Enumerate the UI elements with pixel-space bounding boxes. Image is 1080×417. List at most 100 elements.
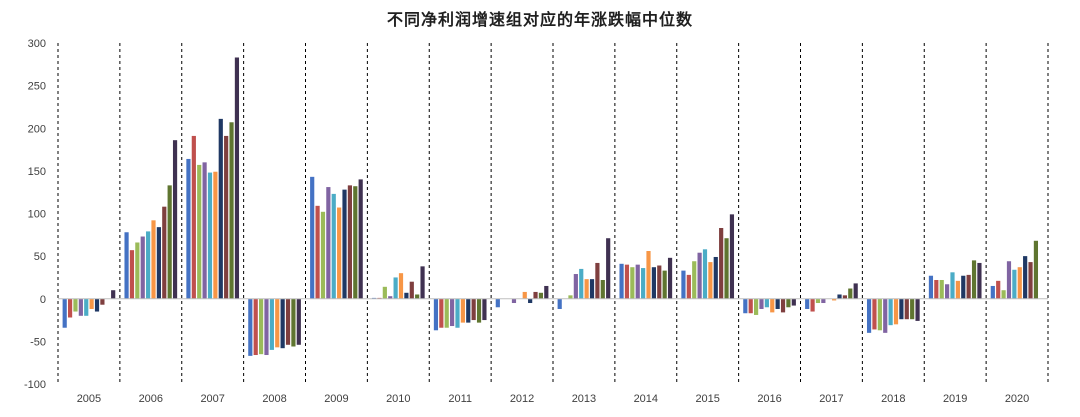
y-axis-labels: 300 250 200 150 100 50 0 -50 -100 — [24, 38, 46, 391]
bar — [713, 256, 718, 299]
bar — [191, 135, 196, 299]
bar — [409, 281, 414, 299]
x-tick-label: 2018 — [881, 393, 905, 405]
y-tick-label: 250 — [28, 81, 46, 93]
bar — [420, 266, 425, 299]
bar — [269, 298, 274, 350]
bar — [848, 288, 853, 299]
y-tick-label: 0 — [40, 294, 46, 306]
bar — [259, 298, 264, 355]
bar — [681, 270, 686, 299]
bar — [651, 267, 656, 299]
bar — [89, 298, 94, 309]
bar — [934, 279, 939, 299]
bar — [337, 207, 342, 299]
bar — [124, 232, 129, 299]
bar — [466, 298, 471, 323]
bar — [832, 298, 837, 301]
bar — [94, 298, 100, 312]
x-tick-label: 2020 — [1005, 393, 1029, 405]
x-tick-label: 2011 — [448, 393, 472, 405]
bar — [595, 262, 600, 299]
bar — [291, 298, 296, 347]
bar — [1028, 262, 1033, 299]
bar — [815, 298, 821, 304]
x-tick-label: 2009 — [324, 393, 348, 405]
bar — [600, 279, 605, 299]
bar — [770, 298, 775, 313]
y-tick-label: -100 — [24, 379, 46, 391]
bar — [866, 298, 872, 333]
bar — [708, 262, 713, 299]
bar — [135, 242, 140, 299]
bar — [1033, 240, 1039, 299]
bar — [915, 298, 920, 321]
bar — [197, 164, 202, 299]
x-tick-label: 2012 — [510, 393, 534, 405]
bar — [899, 298, 904, 320]
bar — [662, 270, 667, 299]
x-tick-label: 2015 — [695, 393, 719, 405]
year-separators — [57, 43, 1049, 384]
bar — [759, 298, 764, 309]
bar — [961, 275, 966, 299]
bar — [729, 214, 735, 299]
bar — [444, 298, 449, 328]
y-tick-label: 150 — [28, 166, 46, 178]
bar — [207, 172, 213, 299]
bar — [264, 298, 269, 356]
bar — [893, 298, 899, 325]
bar — [928, 275, 934, 299]
bar — [1012, 269, 1017, 299]
bar — [296, 298, 301, 345]
bar — [557, 298, 562, 309]
bar — [624, 264, 630, 299]
bar — [404, 292, 409, 299]
bar — [218, 118, 223, 299]
bar — [775, 298, 780, 309]
bar — [996, 280, 1001, 299]
bar — [511, 298, 517, 304]
bar — [253, 298, 258, 356]
bar — [450, 298, 455, 327]
bar — [162, 206, 167, 299]
bar — [347, 185, 352, 299]
bar — [129, 250, 135, 299]
x-tick-label: 2019 — [943, 393, 967, 405]
bar — [62, 298, 67, 328]
bar — [573, 274, 578, 299]
y-tick-label: 200 — [28, 123, 46, 135]
y-tick-label: 300 — [28, 38, 46, 50]
x-tick-label: 2008 — [262, 393, 286, 405]
bar — [151, 220, 156, 299]
x-axis-labels: 2005 2006 2007 2008 2009 2010 2011 2012 2013 2014… — [77, 393, 1030, 405]
bar — [702, 249, 708, 299]
bar — [1006, 261, 1012, 299]
bar — [73, 298, 78, 312]
bar — [234, 57, 240, 299]
y-tick-label: 50 — [34, 251, 46, 263]
bar — [538, 292, 544, 299]
bar — [84, 298, 89, 316]
bar — [619, 263, 624, 299]
bar — [482, 298, 487, 321]
bar — [764, 298, 769, 308]
bar — [904, 298, 909, 320]
bar — [320, 211, 326, 299]
bar — [167, 185, 172, 299]
bar — [213, 171, 218, 299]
bar — [202, 162, 207, 299]
bar — [641, 268, 646, 299]
bar — [533, 291, 538, 299]
bar — [810, 298, 815, 312]
bar — [455, 298, 460, 328]
bar — [229, 122, 234, 299]
y-tick-label: 100 — [28, 209, 46, 221]
bar — [842, 295, 847, 299]
bar — [315, 205, 320, 299]
bar — [888, 298, 893, 326]
bar — [310, 176, 315, 299]
bar — [186, 158, 191, 299]
bar — [331, 193, 336, 299]
